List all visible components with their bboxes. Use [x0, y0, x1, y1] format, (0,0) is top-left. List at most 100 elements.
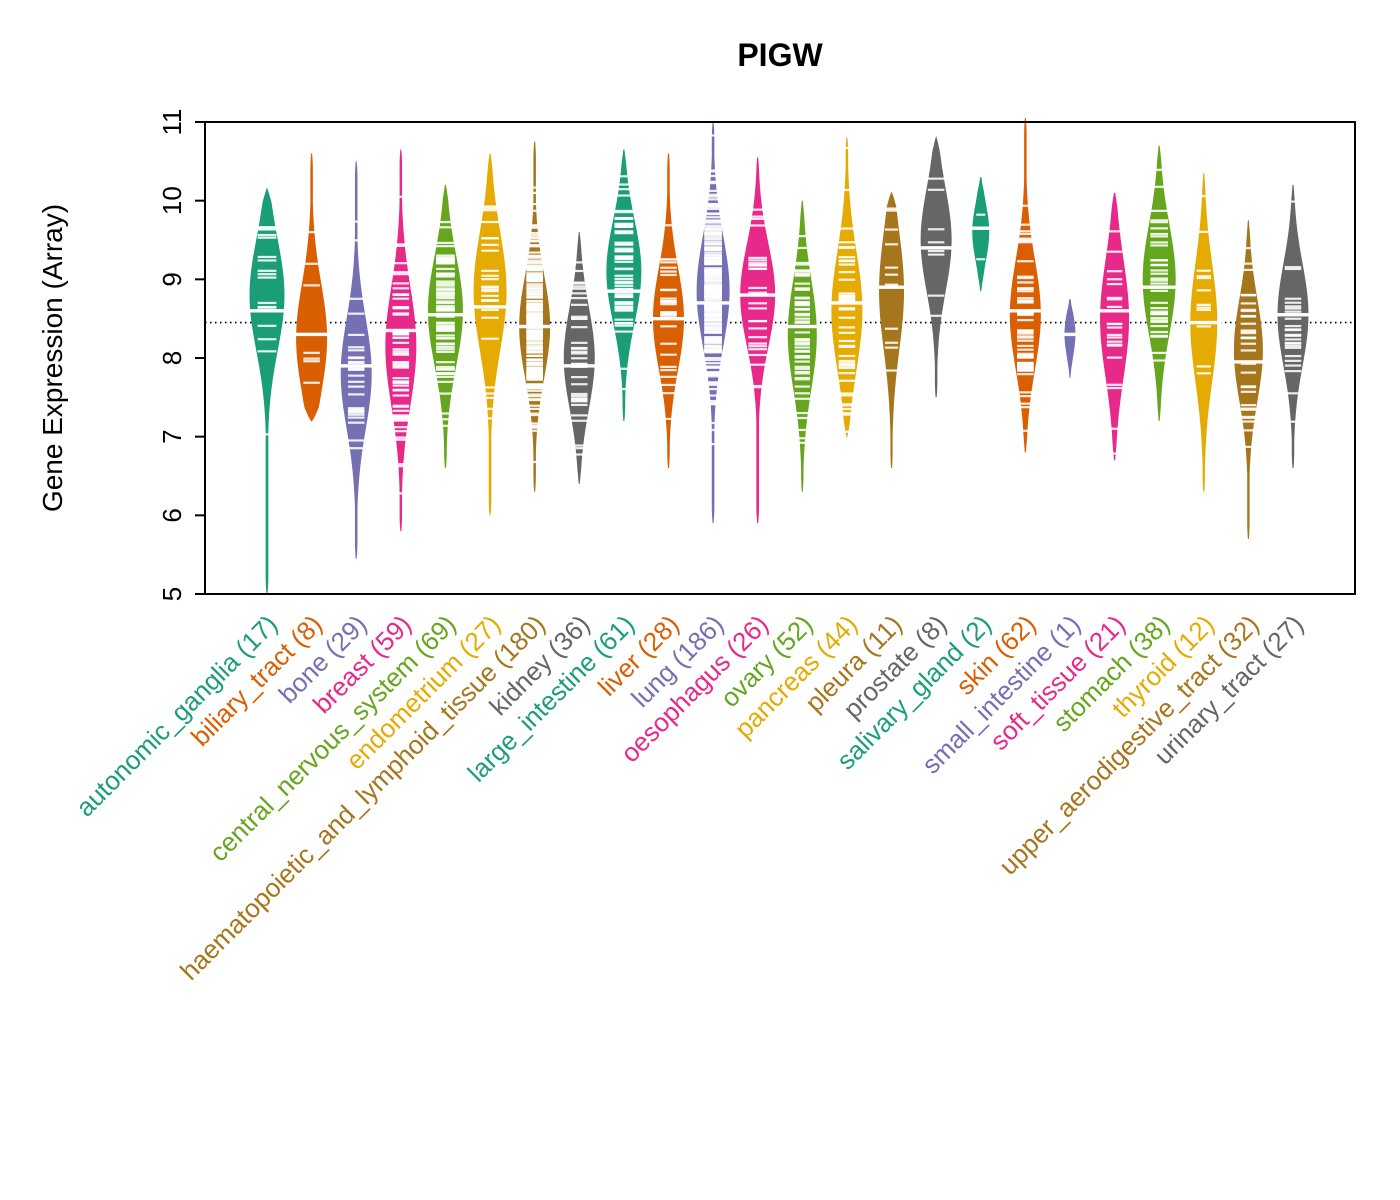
data-tick: [794, 392, 810, 395]
data-tick: [704, 394, 722, 397]
data-tick: [704, 189, 722, 193]
data-tick: [526, 191, 543, 194]
data-tick: [526, 283, 543, 286]
data-tick: [526, 366, 543, 370]
data-tick: [704, 134, 722, 137]
data-tick: [347, 385, 365, 388]
data-tick: [526, 240, 543, 243]
data-tick: [704, 322, 722, 325]
data-tick: [436, 293, 455, 296]
data-tick: [347, 410, 365, 413]
data-tick: [838, 339, 856, 343]
data-tick: [794, 342, 810, 345]
data-tick: [1240, 408, 1257, 411]
data-tick: [927, 294, 945, 297]
data-tick: [1106, 340, 1123, 343]
data-tick: [1284, 301, 1302, 304]
median-line: [1060, 332, 1080, 337]
data-tick: [1017, 313, 1034, 316]
data-tick: [794, 261, 810, 265]
data-tick: [1017, 204, 1034, 207]
data-tick: [704, 287, 722, 291]
data-tick: [838, 297, 856, 300]
data-tick: [704, 350, 722, 353]
data-tick: [481, 294, 499, 297]
data-tick: [748, 215, 768, 218]
data-tick: [1240, 349, 1257, 352]
data-tick: [392, 195, 410, 198]
data-tick: [436, 241, 455, 245]
data-tick: [526, 287, 543, 291]
data-tick: [1196, 365, 1211, 368]
data-tick: [884, 228, 899, 231]
violin-endometrium: [469, 153, 511, 516]
data-tick: [571, 292, 588, 295]
data-tick: [748, 353, 768, 357]
data-tick: [526, 294, 543, 297]
data-tick: [1196, 275, 1211, 278]
data-tick: [436, 292, 455, 295]
data-tick: [1106, 427, 1123, 430]
data-tick: [794, 397, 810, 400]
data-tick: [571, 383, 588, 386]
data-tick: [1284, 307, 1302, 310]
data-tick: [526, 289, 543, 293]
data-tick: [436, 334, 455, 337]
data-tick: [838, 412, 856, 415]
data-tick: [526, 377, 543, 380]
data-tick: [392, 244, 410, 247]
data-tick: [1284, 346, 1302, 349]
data-tick: [704, 296, 722, 299]
violin-soft_tissue: [1096, 192, 1134, 461]
data-tick: [704, 205, 722, 209]
data-tick: [303, 351, 320, 354]
data-tick: [794, 314, 810, 317]
data-tick: [838, 379, 856, 382]
data-tick: [1284, 324, 1302, 328]
data-tick: [1284, 364, 1302, 367]
violin-autonomic_ganglia: [245, 187, 289, 595]
data-tick: [704, 323, 722, 326]
data-tick: [838, 430, 856, 433]
data-tick: [1240, 293, 1257, 297]
data-tick: [704, 267, 722, 270]
data-tick: [748, 262, 768, 265]
data-tick: [704, 285, 722, 288]
data-tick: [347, 368, 365, 371]
data-tick: [704, 292, 722, 295]
violin-kidney: [559, 232, 599, 484]
data-tick: [838, 354, 856, 358]
data-tick: [704, 294, 722, 297]
data-tick: [436, 226, 455, 229]
data-tick: [794, 350, 810, 353]
data-tick: [1284, 200, 1302, 203]
data-tick: [614, 257, 634, 260]
data-tick: [704, 193, 722, 196]
data-tick: [614, 231, 634, 234]
data-tick: [748, 363, 768, 366]
violin-biliary_tract: [292, 153, 332, 422]
data-tick: [1284, 370, 1302, 373]
data-tick: [1284, 354, 1302, 358]
data-tick: [748, 342, 768, 345]
data-tick: [436, 267, 455, 271]
data-tick: [1150, 307, 1168, 310]
data-tick: [614, 387, 634, 391]
data-tick: [838, 413, 856, 416]
data-tick: [704, 316, 722, 319]
data-tick: [838, 392, 856, 395]
data-tick: [1017, 239, 1034, 242]
data-tick: [1106, 270, 1123, 273]
violin-lung: [692, 121, 734, 524]
data-tick: [704, 268, 722, 271]
data-tick: [526, 404, 543, 407]
violin-shape: [972, 176, 990, 292]
data-tick: [436, 280, 455, 283]
data-tick: [392, 465, 410, 468]
data-tick: [481, 407, 499, 410]
data-tick: [392, 306, 410, 309]
data-tick: [794, 246, 810, 250]
data-tick: [748, 256, 768, 259]
data-tick: [1017, 336, 1034, 339]
